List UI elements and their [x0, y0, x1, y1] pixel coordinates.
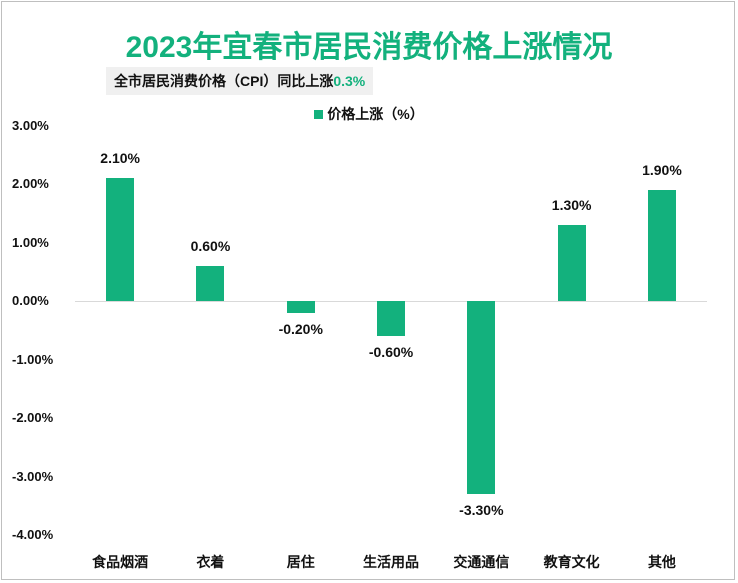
- data-label: -0.60%: [368, 344, 414, 361]
- chart-title: 2023年宜春市居民消费价格上涨情况: [125, 31, 613, 64]
- data-label: -0.20%: [278, 320, 323, 337]
- chart-subtitle: 全市居民消费价格（CPI）同比上涨0.3%: [106, 67, 374, 95]
- x-axis-label: 食品烟酒: [92, 554, 149, 570]
- subtitle-value: 0.3%: [333, 73, 366, 89]
- data-label: 1.30%: [551, 196, 592, 213]
- y-tick-label: -2.00%: [12, 410, 54, 425]
- bar[interactable]: [196, 265, 225, 301]
- bar[interactable]: [647, 189, 676, 301]
- y-tick-label: -4.00%: [12, 527, 54, 542]
- bar[interactable]: [286, 301, 315, 313]
- x-axis-label: 交通通信: [453, 554, 510, 570]
- data-label: 0.60%: [190, 237, 231, 254]
- subtitle-text: 全市居民消费价格（CPI）同比上涨: [114, 73, 334, 89]
- y-tick-label: 2.00%: [12, 176, 49, 191]
- y-tick-label: -3.00%: [12, 468, 54, 484]
- data-label: 1.90%: [642, 161, 682, 178]
- y-tick-label: -1.00%: [12, 351, 54, 367]
- bar[interactable]: [557, 224, 586, 301]
- y-tick-label: 3.00%: [12, 117, 49, 133]
- x-axis-label: 其他: [647, 554, 676, 570]
- legend: 价格上涨（%）: [0, 104, 738, 124]
- bar[interactable]: [106, 178, 135, 301]
- x-axis-label: 生活用品: [363, 554, 420, 570]
- legend-label: 价格上涨（%）: [327, 106, 424, 122]
- bar[interactable]: [377, 301, 406, 337]
- x-axis-label: 教育文化: [543, 554, 600, 570]
- x-axis-label: 衣着: [196, 554, 225, 570]
- data-label: 2.10%: [100, 150, 140, 167]
- y-tick-label: 1.00%: [12, 234, 49, 250]
- bar[interactable]: [467, 301, 496, 495]
- data-label: -3.30%: [459, 502, 504, 519]
- y-tick-label: 0.00%: [12, 293, 49, 308]
- legend-swatch-icon: [314, 110, 324, 119]
- x-axis-label: 居住: [286, 554, 315, 570]
